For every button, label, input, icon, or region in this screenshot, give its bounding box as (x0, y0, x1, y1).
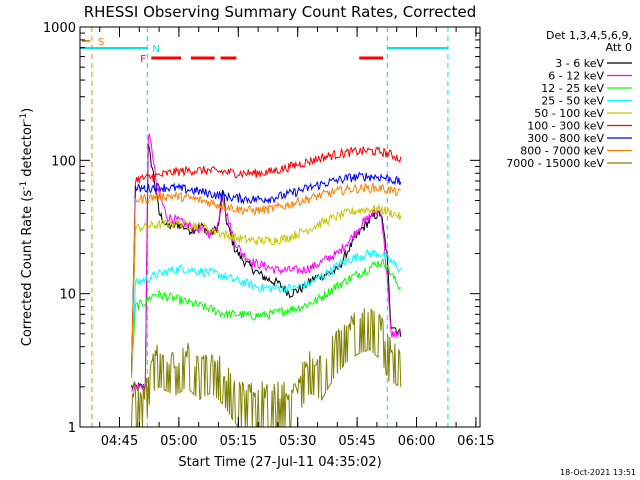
y-axis-label: Corrected Count Rate (s-1 detector-1) (19, 108, 35, 346)
footer-datestamp: 18-Oct-2021 13:51 (560, 468, 636, 477)
legend-label: 100 - 300 keV (527, 120, 604, 133)
series-line-1 (131, 133, 402, 392)
x-tick-label: 05:30 (279, 434, 316, 449)
series-line-3 (131, 248, 402, 379)
y-axis-label-sup1: -1 (19, 181, 29, 190)
y-axis-label-sup2: -1 (19, 113, 29, 122)
series-line-5 (131, 146, 402, 373)
plot-area: S NF (80, 27, 449, 429)
x-axis-label: Start Time (27-Jul-11 04:35:02) (178, 455, 381, 470)
x-tick-label: 05:00 (160, 434, 197, 449)
y-axis-label-part1: Corrected Count Rate (s (20, 190, 35, 347)
legend-label: 6 - 12 keV (548, 70, 604, 83)
legend-label: 3 - 6 keV (555, 57, 604, 70)
y-tick-label: 1 (68, 421, 76, 436)
night-label: N (152, 44, 159, 55)
series-line-2 (131, 258, 402, 377)
y-axis-label-part3: ) (20, 108, 35, 113)
legend-label: 7000 - 15000 keV (506, 157, 604, 170)
series-line-4 (131, 204, 402, 376)
legend-label: 300 - 800 keV (527, 132, 604, 145)
legend-label: 25 - 50 keV (541, 95, 604, 108)
legend-label: 800 - 7000 keV (520, 145, 604, 158)
x-tick-label: 04:45 (101, 434, 138, 449)
legend-header-detectors: Det 1,3,4,5,6,9, (546, 29, 632, 42)
y-axis-label-part2: detector (20, 121, 35, 181)
series-line-8 (131, 308, 402, 429)
y-tick-label: 100 (51, 154, 76, 169)
x-tick-label: 05:45 (338, 434, 375, 449)
x-tick-label: 06:00 (398, 434, 435, 449)
series-line-6 (131, 171, 402, 372)
legend-header-attenuator: Att 0 (606, 41, 632, 54)
plot-frame (79, 26, 481, 428)
x-tick-label: 06:15 (457, 434, 494, 449)
saa-label: S (98, 37, 104, 48)
legend-label: 50 - 100 keV (534, 107, 604, 120)
flare-label: F (140, 54, 146, 65)
legend-label: 12 - 25 keV (541, 82, 604, 95)
x-tick-label: 05:15 (220, 434, 257, 449)
chart-title: RHESSI Observing Summary Count Rates, Co… (84, 3, 477, 21)
axes: 1 10 100 1000 04:45 05:00 05:15 05:30 05:45 06:00… (43, 21, 495, 449)
series-line-7 (131, 181, 401, 378)
y-tick-label: 10 (59, 288, 76, 303)
y-tick-label: 1000 (43, 21, 76, 36)
